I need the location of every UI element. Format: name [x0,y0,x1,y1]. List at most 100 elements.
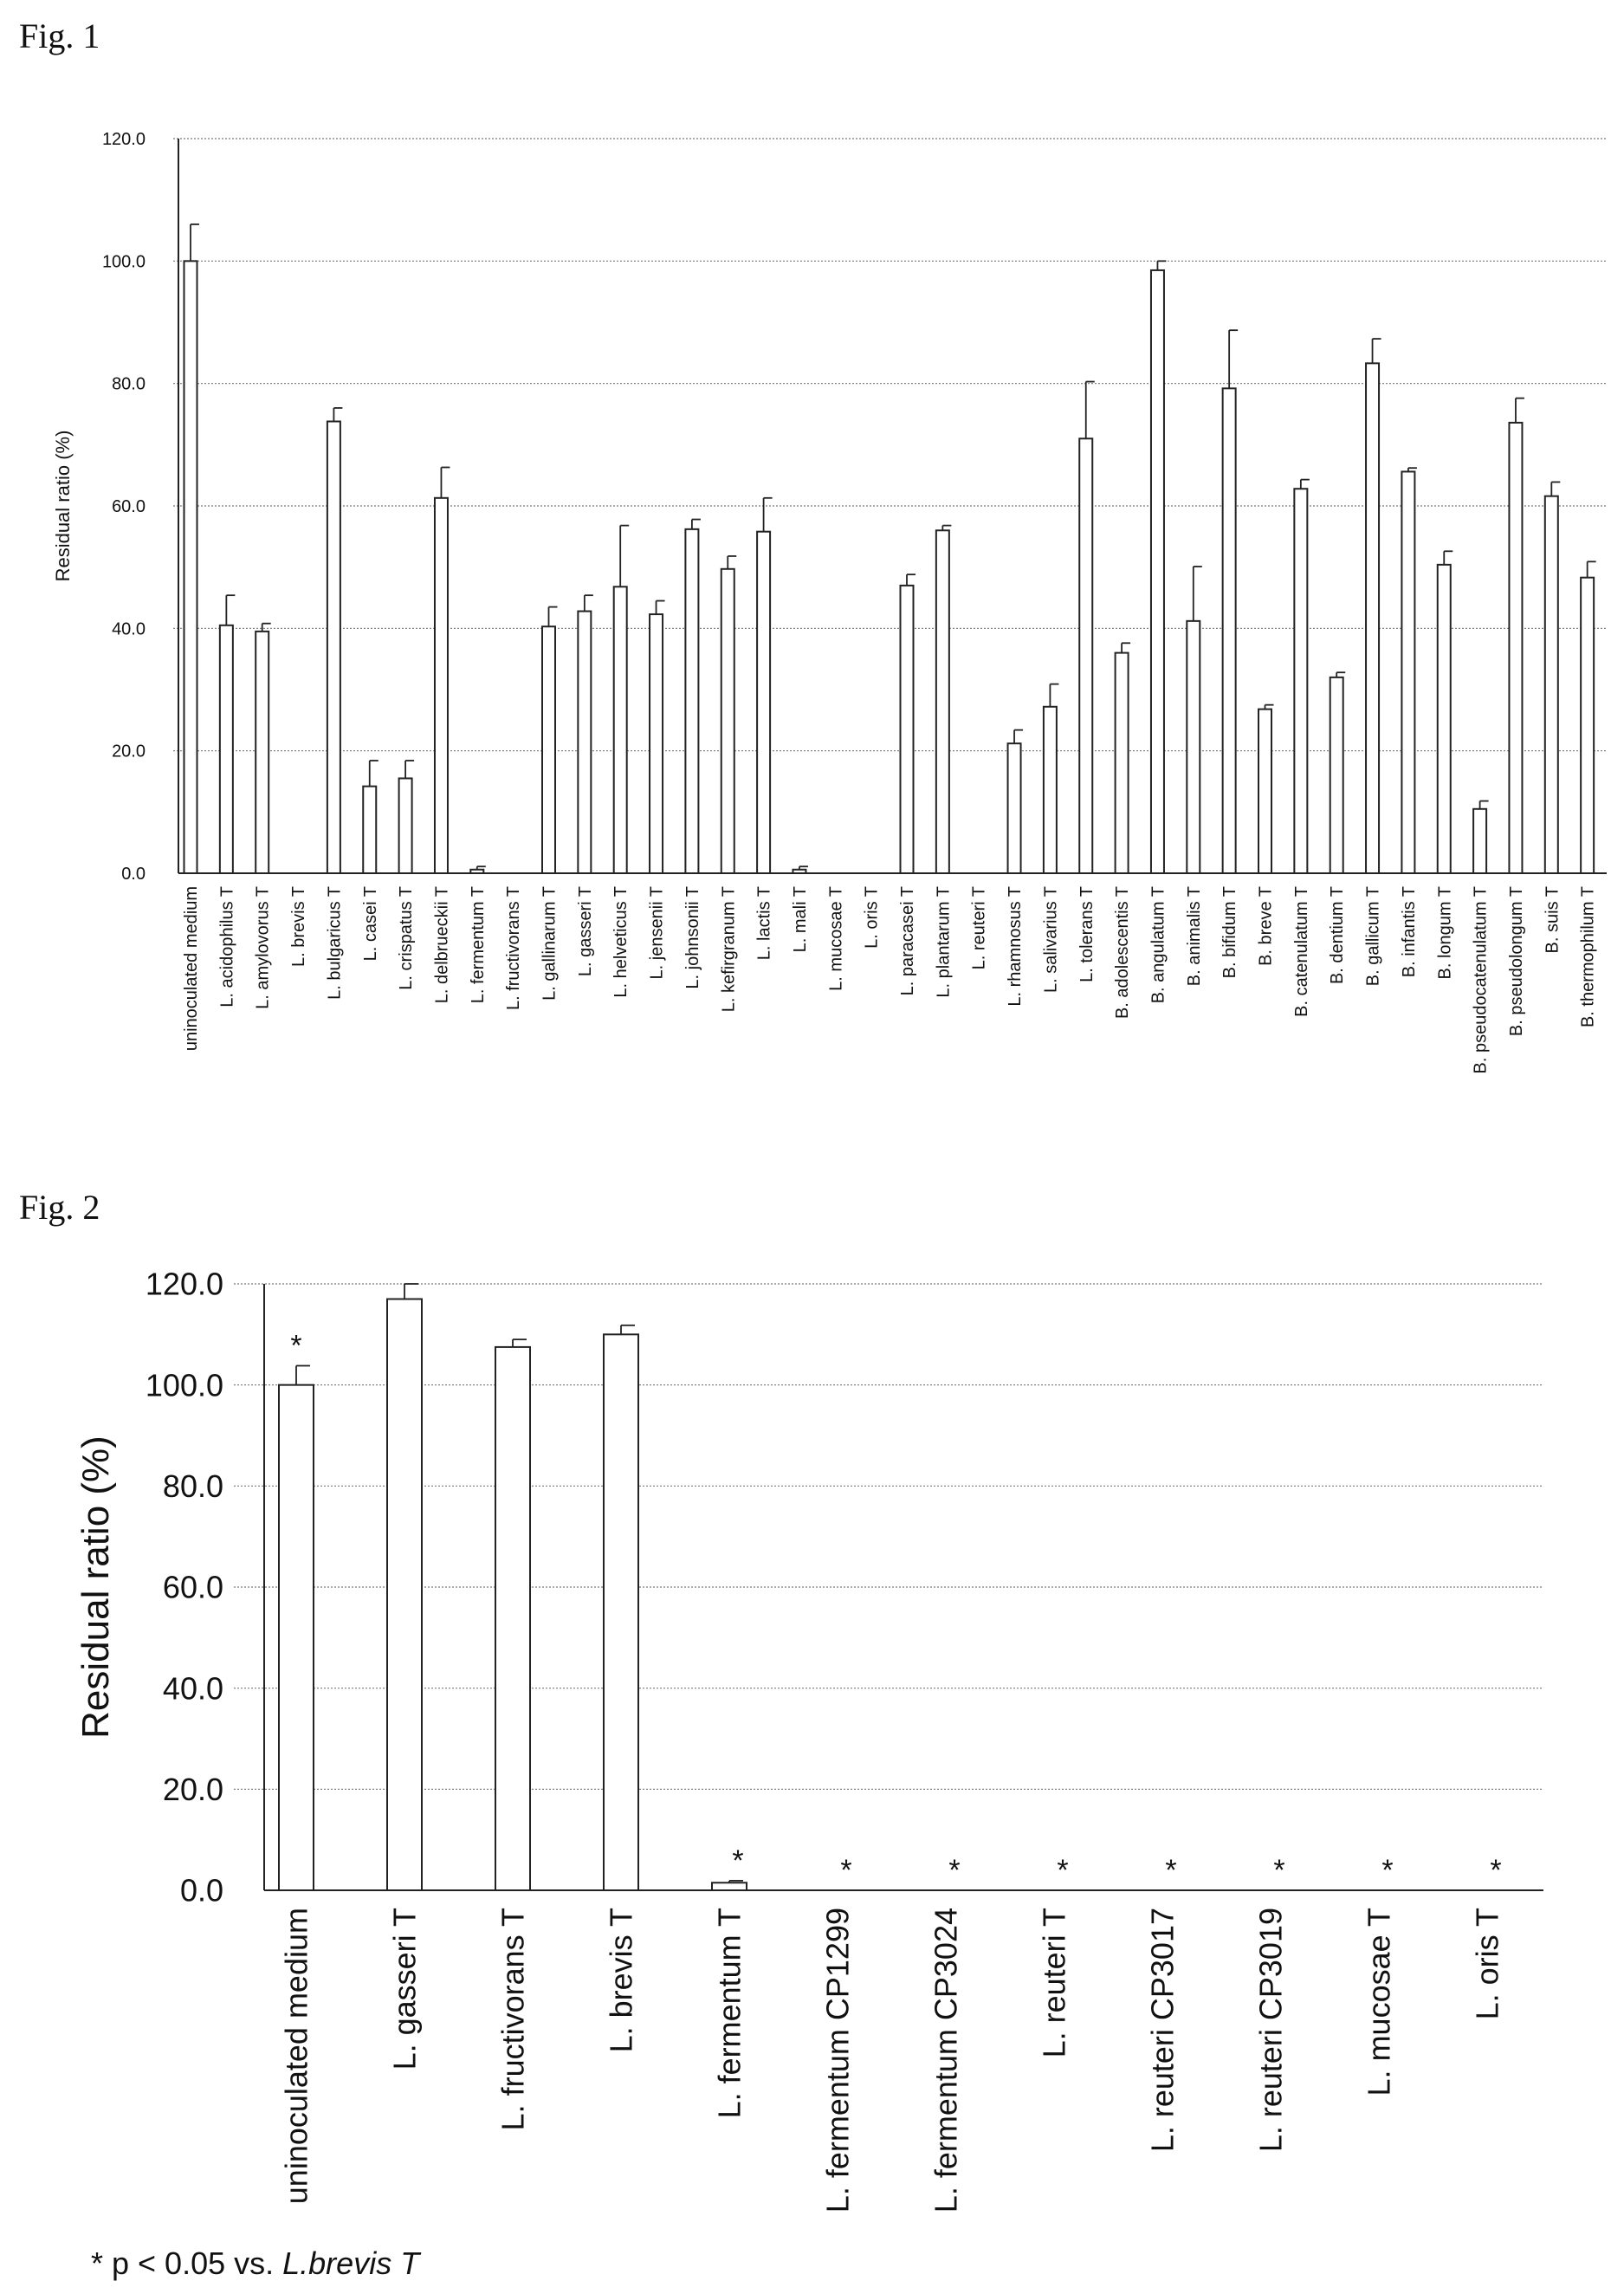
x-tick-label: L. gasseri T [387,1908,423,2070]
x-tick-label: B. longum T [1435,886,1454,979]
bar [1401,470,1416,875]
bar [684,528,700,874]
x-tick-label: L. acidophilus T [217,886,236,1008]
y-tick-label: 60.0 [163,1570,223,1605]
x-tick-label: L. amylovorus T [254,886,273,1009]
x-tick-label: L. gasseri T [576,886,595,976]
x-tick-label: L. delbrueckii T [432,886,451,1003]
y-tick-label: 100.0 [102,252,146,271]
x-tick-label: L. tolerans T [1077,886,1097,982]
bar [1149,269,1165,874]
x-tick-label: L. mucosae T [826,886,845,991]
x-tick-label: B. catenulatum T [1292,886,1311,1017]
bar [278,1384,314,1891]
x-tick-label: L. paracasei T [898,886,917,995]
footnote-reference: L.brevis T [282,2245,420,2281]
bar [711,1882,747,1891]
figure-2-label: Fig. 2 [19,1188,100,1227]
y-tick-label: 40.0 [112,619,146,638]
y-tick-label: 80.0 [163,1468,223,1504]
significance-marker: * [1273,1854,1284,1887]
y-tick-label: 100.0 [146,1367,223,1403]
bar [1006,742,1022,874]
x-tick-label: L. crispatus T [397,886,416,990]
x-tick-label: L. reuteri CP3019 [1253,1908,1289,2152]
x-tick-label: L. oris T [1470,1908,1505,2019]
significance-marker: * [1490,1854,1501,1887]
bar [1365,362,1381,874]
bar [1543,495,1559,875]
x-tick-label: B. pseudocatenulatum T [1472,886,1491,1073]
bar [1221,387,1237,874]
footnote-prefix: * p < 0.05 vs. [91,2245,283,2281]
y-tick-label: 40.0 [163,1670,223,1706]
x-tick-label: B. breve T [1257,886,1276,966]
significance-marker: * [948,1854,960,1887]
x-tick-label: B. animalis T [1185,886,1204,986]
figure-1-chart: 0.0 20.0 40.0 60.0 80.0 100.0 120.0 Residual ra… [52,130,1607,1073]
x-tick-label: L. casei T [361,886,380,961]
x-tick-label: L. fermentum CP1299 [820,1908,856,2213]
significance-marker: * [732,1844,743,1877]
bar [218,624,234,874]
bar [577,610,592,875]
significance-marker: * [290,1330,301,1363]
x-tick-label: L. mucosae T [1362,1908,1397,2096]
bar [649,613,664,875]
bar [495,1345,531,1891]
x-tick-label: L. mali T [791,886,810,952]
x-tick-label: L. fructivorans T [495,1908,531,2130]
bar [398,777,413,875]
figure-2-chart: 0.0 20.0 40.0 60.0 80.0 100.0 120.0 Residual ra… [74,1267,1543,2213]
bar [1329,676,1344,874]
bar [899,584,915,874]
x-tick-label: L. brevis T [289,886,308,967]
bar [326,420,341,875]
y-tick-label: 80.0 [112,375,146,394]
bar [433,496,449,875]
significance-marker: * [840,1854,851,1887]
x-tick-label: L. fermentum T [712,1908,747,2118]
bar [1293,488,1309,874]
x-tick-label: B. infantis T [1400,886,1419,977]
y-tick-label: 20.0 [112,742,146,761]
y-tick-label: 0.0 [180,1873,223,1908]
x-tick-label: B. gallicum T [1364,886,1383,986]
x-tick-label: B. suis T [1543,886,1562,953]
bar [183,260,198,875]
bar [1042,705,1058,875]
bar [362,785,378,874]
x-tick-label: B. angulatum T [1148,886,1168,1003]
x-tick-label: L. fermentum T [469,886,488,1003]
significance-marker: * [1381,1854,1393,1887]
bar [1186,619,1201,874]
x-tick-label: L. reuteri T [970,886,989,969]
x-tick-label: B. adolescentis T [1113,886,1132,1019]
y-axis-title: Residual ratio (%) [52,431,74,582]
bar [756,530,772,874]
x-tick-label: B. dentium T [1328,886,1347,984]
x-tick-label: L. rhamnosus T [1006,886,1025,1007]
bar [792,868,807,875]
bar [1436,563,1452,875]
x-tick-label: L. oris T [863,886,882,949]
x-tick-label: L. gallinarum T [540,886,560,1001]
significance-marker: * [1165,1854,1176,1887]
bar [1508,421,1524,875]
bar [255,630,270,874]
x-tick-label: B. pseudolongum T [1507,886,1526,1036]
bar [1258,708,1272,875]
x-tick-label: L. bulgaricus T [325,886,344,1000]
bar [1078,437,1094,874]
y-tick-label: 60.0 [112,497,146,516]
y-tick-label: 120.0 [102,130,146,149]
x-tick-label: L. salivarius T [1041,886,1060,993]
x-tick-label: L. johnsonii T [683,886,702,989]
x-tick-label: uninoculated medium [279,1908,314,2204]
y-tick-label: 0.0 [121,865,146,884]
x-tick-label: L. kefirgranum T [719,886,738,1012]
bar [603,1333,639,1892]
x-tick-label: L. plantarum T [934,886,953,998]
x-tick-label: uninoculated medium [182,886,201,1051]
significance-footnote: * p < 0.05 vs. L.brevis T [91,2245,419,2282]
